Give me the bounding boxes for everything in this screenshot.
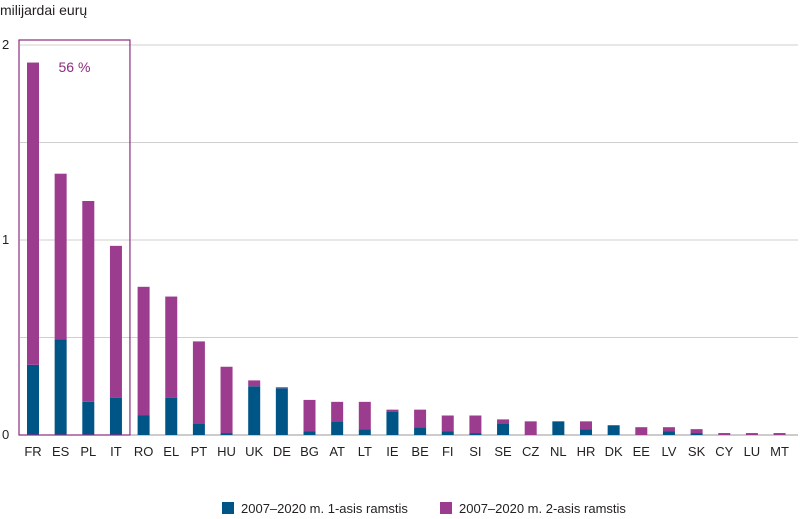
bar-fi-series-2 (441, 415, 454, 432)
bar-pt-series-1 (192, 423, 205, 435)
x-tick-label: CY (715, 444, 733, 459)
bar-hr-series-2 (580, 421, 592, 430)
x-tick-label: CZ (522, 444, 539, 459)
bar-ro-series-2 (137, 286, 150, 416)
bar-el-series-2 (165, 296, 178, 398)
bar-mt-series-2 (773, 433, 786, 435)
bar-fr-series-1 (27, 364, 39, 435)
bar-it-series-1 (109, 397, 122, 435)
x-tick-label: DE (273, 444, 291, 459)
bar-it-series-2 (109, 245, 122, 398)
bar-hu-series-2 (220, 366, 233, 434)
y-axis-title: milijardai eurų (0, 2, 87, 18)
highlight-box-group: 56 % (18, 39, 131, 436)
bar-pl-series-1 (82, 401, 95, 435)
highlight-box (18, 39, 131, 436)
x-tick-label: LT (358, 444, 372, 459)
bar-be-series-2 (414, 409, 427, 428)
x-tick-label: IT (110, 444, 122, 459)
bar-ee-series-2 (635, 427, 648, 435)
bar-lt-series-2 (358, 401, 371, 430)
x-tick-label: IE (386, 444, 399, 459)
bar-nl-series-1 (552, 421, 565, 435)
bar-es-series-1 (54, 339, 67, 435)
bar-lv-series-2 (662, 427, 675, 432)
bars (27, 62, 786, 435)
x-tick-label: SE (494, 444, 512, 459)
x-tick-label: ES (52, 444, 70, 459)
x-tick-label: FI (442, 444, 454, 459)
bar-pt-series-2 (192, 341, 205, 424)
legend-swatch-series-2 (440, 502, 452, 514)
bar-pl-series-2 (82, 201, 95, 402)
x-tick-label: UK (245, 444, 263, 459)
x-tick-label: SI (469, 444, 481, 459)
bar-si-series-2 (469, 415, 482, 434)
x-tick-label: PT (191, 444, 208, 459)
bar-bg-series-1 (303, 431, 316, 435)
bar-fr-series-2 (27, 62, 39, 365)
bar-ie-series-2 (386, 409, 399, 412)
bar-at-series-1 (331, 421, 344, 435)
y-tick-labels: 0 1 2 (2, 37, 9, 442)
y-tick-label: 1 (2, 232, 9, 247)
x-tick-label: RO (134, 444, 154, 459)
bar-cy-series-2 (718, 433, 731, 435)
bar-ro-series-1 (137, 415, 150, 435)
y-tick-label: 2 (2, 37, 9, 52)
y-tick-label: 0 (2, 427, 9, 442)
x-tick-label: BE (411, 444, 429, 459)
x-tick-label: DK (605, 444, 623, 459)
legend-label-series-2: 2007–2020 m. 2-asis ramstis (459, 501, 626, 516)
bar-sk-series-1 (690, 433, 703, 435)
x-tick-label: SK (688, 444, 706, 459)
highlight-label: 56 % (59, 59, 91, 75)
x-tick-label: FR (24, 444, 41, 459)
bar-se-series-1 (497, 423, 510, 435)
bar-sk-series-2 (690, 429, 703, 434)
x-tick-label: PL (80, 444, 96, 459)
bar-hr-series-1 (580, 429, 592, 435)
legend: 2007–2020 m. 1-asis ramstis 2007–2020 m. … (222, 501, 626, 516)
x-tick-label: BG (300, 444, 319, 459)
bar-at-series-2 (331, 401, 344, 422)
gridlines (20, 44, 798, 436)
bar-be-series-1 (414, 427, 427, 435)
bar-de-series-2 (275, 387, 288, 389)
bar-es-series-2 (54, 173, 67, 340)
x-tick-label: HU (217, 444, 236, 459)
legend-label-series-1: 2007–2020 m. 1-asis ramstis (241, 501, 408, 516)
x-tick-label: MT (770, 444, 789, 459)
bar-de-series-1 (275, 388, 288, 435)
bar-uk-series-1 (248, 386, 261, 435)
bar-cz-series-2 (524, 421, 537, 435)
bar-bg-series-2 (303, 399, 316, 432)
x-tick-labels: FR ES PL IT RO EL PT HU UK DE BG AT LT IE BE FI SI SE CZ NL… (24, 444, 789, 459)
bar-lv-series-1 (662, 431, 675, 435)
x-tick-label: EL (163, 444, 179, 459)
x-tick-label: AT (329, 444, 345, 459)
bar-si-series-1 (469, 433, 482, 435)
x-tick-label: EE (633, 444, 651, 459)
bar-hu-series-1 (220, 433, 233, 435)
bar-lu-series-2 (745, 433, 758, 435)
bar-se-series-2 (497, 419, 510, 424)
bar-ie-series-1 (386, 411, 399, 435)
bar-dk-series-1 (607, 425, 620, 435)
bar-lt-series-1 (358, 429, 371, 435)
bar-el-series-1 (165, 397, 178, 435)
x-tick-label: LU (744, 444, 761, 459)
legend-swatch-series-1 (222, 502, 234, 514)
x-tick-label: HR (577, 444, 596, 459)
x-tick-label: LV (661, 444, 676, 459)
x-tick-label: NL (550, 444, 567, 459)
bar-uk-series-2 (248, 380, 261, 387)
bar-fi-series-1 (441, 431, 454, 435)
